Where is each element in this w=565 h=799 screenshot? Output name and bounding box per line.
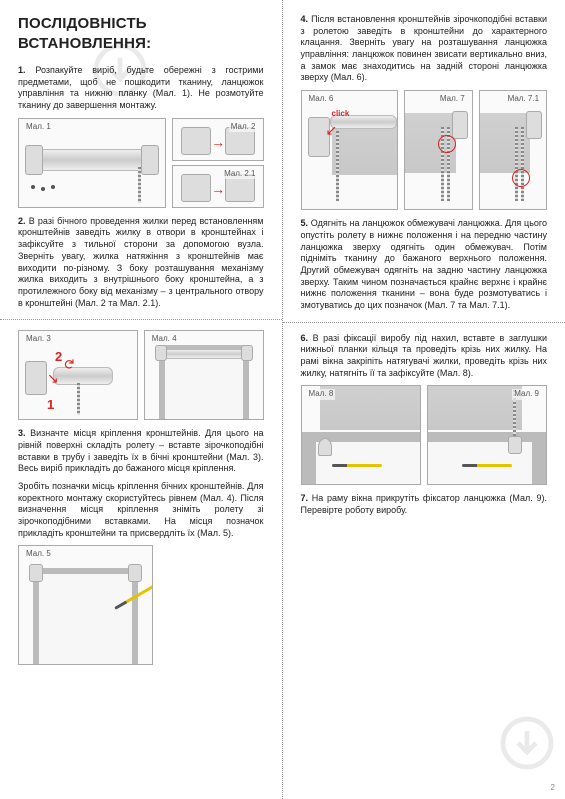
left-column: ПОСЛІДОВНІСТЬ ВСТАНОВЛЕННЯ: 1. Розпакуйт…	[0, 0, 283, 799]
watermark-icon	[90, 40, 150, 100]
figure-3: Мал. 3 1 2 ↘ ↻	[18, 330, 138, 420]
figure-5: Мал. 5	[18, 545, 153, 665]
figure-7: Мал. 7	[404, 90, 472, 210]
right-column: 4. Після встановлення кронштейнів зірочк…	[283, 0, 565, 799]
step-4-text: 4. Після встановлення кронштейнів зірочк…	[301, 14, 548, 84]
fig-row-8-9: Мал. 8 Мал. 9	[301, 385, 548, 485]
step-2-text: 2. В разі бічного проведення жилки перед…	[18, 216, 264, 310]
figure-4: Мал. 4	[144, 330, 264, 420]
page-number: 2	[551, 783, 555, 793]
figure-9: Мал. 9	[427, 385, 547, 485]
figure-8: Мал. 8	[301, 385, 421, 485]
figure-7-1: Мал. 7.1	[479, 90, 547, 210]
divider-2	[283, 322, 565, 323]
fig-row-6-7: Мал. 6 click ↙ Мал. 7 Мал. 7.1	[301, 90, 548, 210]
step-7-text: 7. На раму вікна прикрутіть фіксатор лан…	[301, 493, 548, 516]
figure-1: Мал. 1	[18, 118, 166, 208]
watermark-icon	[497, 713, 557, 773]
fig-row-1-2: Мал. 1 Мал. 2 → Мал. 2.1	[18, 118, 264, 208]
fig-row-5: Мал. 5	[18, 545, 264, 665]
figure-2-1: Мал. 2.1 →	[172, 165, 263, 208]
divider-1	[0, 319, 282, 320]
step-3b-text: Зробіть позначки місць кріплення бічних …	[18, 481, 264, 539]
fig-row-3-4: Мал. 3 1 2 ↘ ↻ Мал. 4	[18, 330, 264, 420]
step-6-text: 6. В разі фіксації виробу під нахил, вст…	[301, 333, 548, 380]
figure-6: Мал. 6 click ↙	[301, 90, 399, 210]
step-3a-text: 3. Визначте місця кріплення кронштейнів.…	[18, 428, 264, 475]
step-5-text: 5. Одягніть на ланцюжок обмежувачі ланцю…	[301, 218, 548, 312]
figure-2: Мал. 2 →	[172, 118, 263, 161]
